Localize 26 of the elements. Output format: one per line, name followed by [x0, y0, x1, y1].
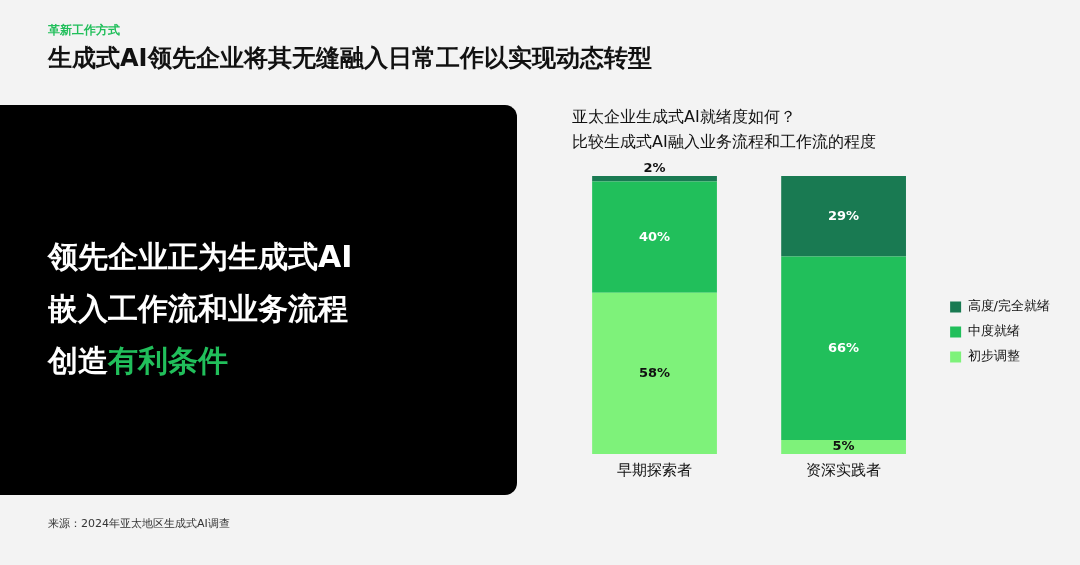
data-label: 58% [638, 364, 671, 380]
data-label: 40% [638, 228, 671, 244]
legend-label: 初步调整 [967, 348, 1020, 364]
data-label: 2% [643, 159, 666, 175]
text: 生成式AI领先企业将其无缝融入日常工作以实现动态转型 [48, 43, 652, 74]
chart-subtitle: 比较生成式AI融入业务流程和工作流的程度 [572, 131, 876, 153]
bar [781, 440, 906, 454]
data-label: 29% [828, 207, 860, 223]
bar [592, 292, 717, 454]
legend-label: 高度/完全就绪 [967, 298, 1051, 314]
chart-title: 亚太企业生成式AI就绪度如何？ [572, 106, 797, 128]
bar [781, 256, 906, 441]
text: 创造 [48, 343, 108, 378]
text: 革新工作方式 [48, 22, 120, 39]
data-label: 66% [828, 339, 860, 355]
legend-label: 中度就绪 [967, 323, 1020, 339]
x-tick-label: 资深实践者 [806, 460, 882, 479]
text: 领先企业正为生成式AI [48, 239, 353, 274]
x-tick-label: 早期探索者 [617, 460, 693, 479]
bar [592, 176, 717, 182]
data-label: 5% [832, 438, 855, 454]
text: 嵌入工作流和业务流程 [48, 291, 348, 326]
text: 有利条件 [108, 343, 228, 378]
source-note: 来源：2024年亚太地区生成式AI调查 [48, 516, 230, 531]
bar [781, 176, 906, 257]
bar [592, 181, 717, 293]
